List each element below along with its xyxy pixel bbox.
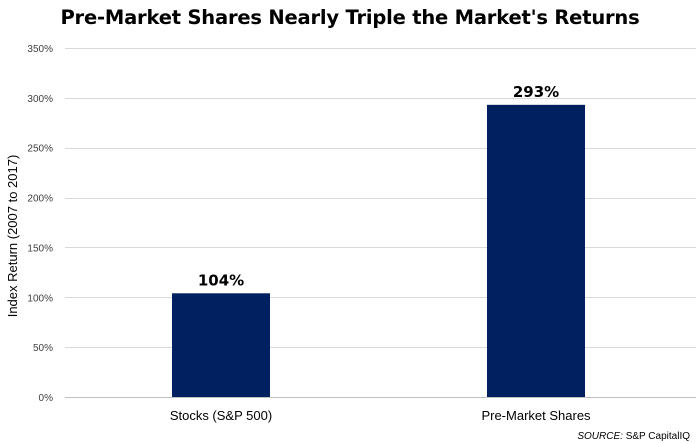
y-tick-label: 100% <box>27 293 53 304</box>
y-tick-label: 50% <box>33 343 53 354</box>
y-tick-label: 300% <box>27 94 53 105</box>
x-axis-tick-labels: Stocks (S&P 500) Pre-Market Shares <box>170 408 591 423</box>
source-note: SOURCE: S&P CapitalIQ <box>577 431 690 442</box>
data-label: 293% <box>513 83 559 101</box>
y-axis-title: Index Return (2007 to 2017) <box>5 155 20 318</box>
y-tick-label: 150% <box>27 243 53 254</box>
bar <box>172 293 270 397</box>
y-tick-label: 0% <box>39 393 54 404</box>
source-label: SOURCE: <box>577 431 623 442</box>
chart-title: Pre-Market Shares Nearly Triple the Mark… <box>60 6 640 29</box>
x-tick-label: Stocks (S&P 500) <box>170 408 272 423</box>
y-tick-label: 350% <box>27 44 53 55</box>
data-label: 104% <box>198 271 244 289</box>
y-tick-label: 250% <box>27 144 53 155</box>
data-labels: 104% 293% <box>198 83 559 289</box>
bars <box>172 104 585 397</box>
y-axis-tick-labels: 0% 50% 100% 150% 200% 250% 300% 350% <box>27 44 53 404</box>
x-tick-label: Pre-Market Shares <box>481 408 591 423</box>
gridlines <box>65 48 696 398</box>
source-text: S&P CapitalIQ <box>625 431 690 442</box>
bar <box>487 104 585 397</box>
y-tick-label: 200% <box>27 194 53 205</box>
